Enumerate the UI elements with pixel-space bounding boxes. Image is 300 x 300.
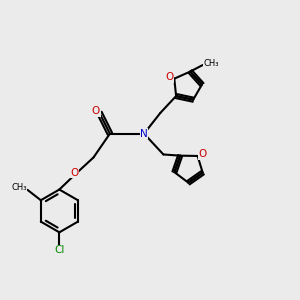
Text: CH₃: CH₃ xyxy=(11,183,27,192)
Text: O: O xyxy=(166,72,174,82)
Text: O: O xyxy=(199,149,207,160)
Text: O: O xyxy=(92,106,100,116)
Text: N: N xyxy=(140,129,148,139)
Text: CH₃: CH₃ xyxy=(203,59,219,68)
Text: O: O xyxy=(70,168,78,178)
Text: Cl: Cl xyxy=(54,245,64,255)
